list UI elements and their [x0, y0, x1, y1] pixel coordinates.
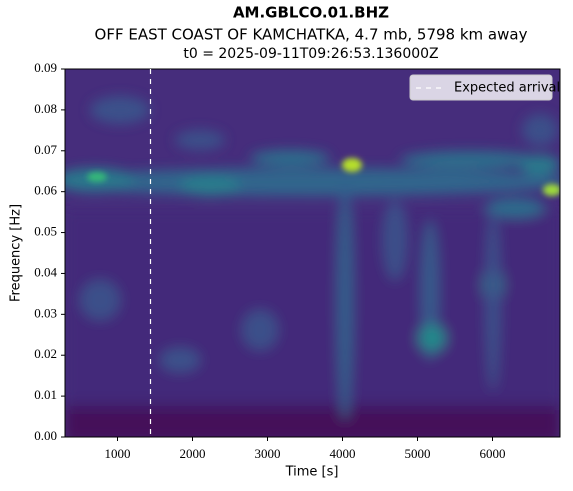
- legend-box: [409, 74, 553, 101]
- x-axis-label: Time [s]: [285, 465, 339, 480]
- spectrogram-image: [65, 69, 560, 437]
- x-tick-label: 2000: [180, 446, 206, 461]
- chart-annotation: t0 = 2025-09-11T09:26:53.136000Z: [183, 46, 438, 62]
- y-tick-label: 0.05: [34, 224, 57, 239]
- y-axis-label: Frequency [Hz]: [9, 204, 24, 302]
- y-tick-label: 0.03: [34, 305, 57, 320]
- y-tick-label: 0.06: [34, 183, 57, 198]
- x-tick-label: 5000: [405, 446, 431, 461]
- x-tick-label: 4000: [330, 446, 356, 461]
- x-tick-label: 1000: [105, 446, 131, 461]
- chart-title: AM.GBLCO.01.BHZ: [233, 4, 389, 22]
- y-tick-label: 0.02: [34, 346, 57, 361]
- y-tick-label: 0.09: [34, 60, 57, 75]
- legend-label: Expected arrival: [454, 81, 560, 96]
- plot-frame: [64, 68, 561, 438]
- x-tick-label: 3000: [255, 446, 281, 461]
- y-tick-label: 0.04: [34, 264, 57, 279]
- chart-subtitle: OFF EAST COAST OF KAMCHATKA, 4.7 mb, 579…: [95, 26, 528, 44]
- y-tick-label: 0.01: [34, 387, 57, 402]
- y-tick-label: 0.08: [34, 101, 57, 116]
- x-tick-label: 6000: [480, 446, 506, 461]
- y-tick-label: 0.00: [34, 428, 57, 443]
- y-tick-label: 0.07: [34, 142, 57, 157]
